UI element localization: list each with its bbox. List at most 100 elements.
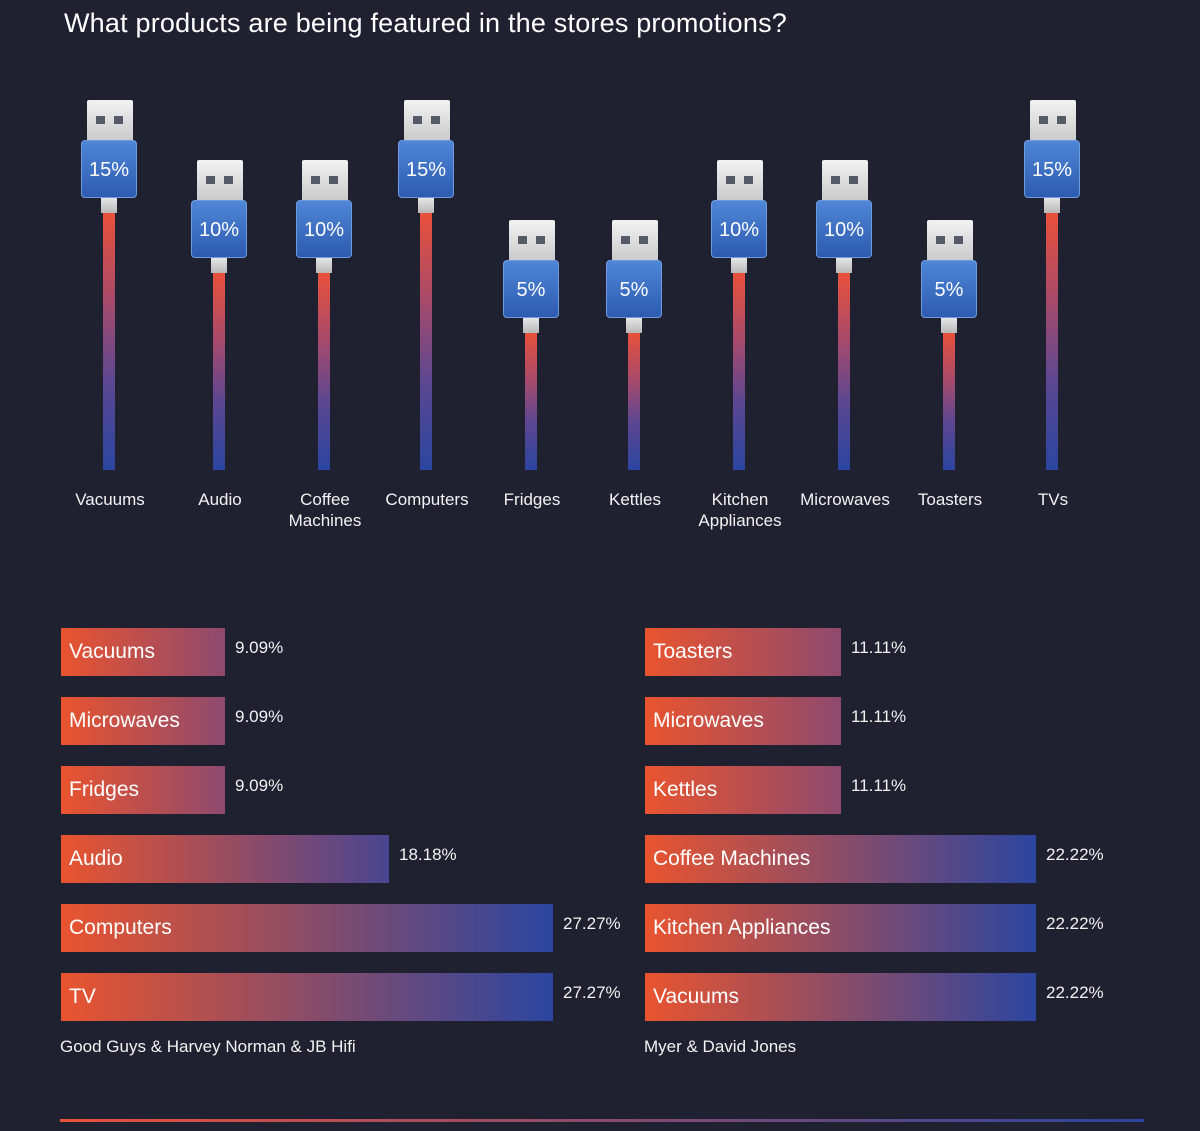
usb-cable	[103, 213, 115, 470]
bar: TV	[61, 973, 553, 1021]
category-label: Audio	[198, 490, 242, 509]
usb-plug-hole	[224, 176, 233, 184]
usb-plug-hole	[621, 236, 630, 244]
usb-value-label: 5%	[503, 260, 559, 318]
bar: Kettles	[645, 766, 841, 814]
usb-plug-hole	[96, 116, 105, 124]
usb-cable	[943, 333, 955, 470]
page-title: What products are being featured in the …	[64, 8, 787, 38]
usb-plug-hole	[936, 236, 945, 244]
category-label: Vacuums	[75, 490, 145, 509]
bar: Toasters	[645, 628, 841, 676]
bar: Vacuums	[61, 628, 225, 676]
usb-plug-hole	[329, 176, 338, 184]
usb-plug	[717, 160, 763, 202]
usb-neck	[523, 318, 539, 333]
usb-plug-hole	[518, 236, 527, 244]
bar: Fridges	[61, 766, 225, 814]
bar-value-label: 11.11%	[851, 638, 907, 657]
bar-value-label: 22.22%	[1046, 845, 1104, 864]
bar: Vacuums	[645, 973, 1036, 1021]
usb-cable	[1046, 213, 1058, 470]
usb-value-label: 15%	[398, 140, 454, 198]
bar-value-label: 27.27%	[563, 914, 621, 933]
category-label: Kitchen Appliances	[698, 490, 782, 530]
usb-value-label: 10%	[191, 200, 247, 258]
usb-plug-hole	[206, 176, 215, 184]
bar: Coffee Machines	[645, 835, 1036, 883]
usb-plug-hole	[1057, 116, 1066, 124]
usb-cable	[420, 213, 432, 470]
bar: Audio	[61, 835, 389, 883]
category-label: Coffee Machines	[288, 490, 362, 530]
footer-divider	[60, 1119, 1144, 1122]
usb-plug-hole	[431, 116, 440, 124]
category-label: TVs	[1037, 490, 1069, 509]
category-label: Toasters	[917, 490, 983, 509]
usb-plug-hole	[849, 176, 858, 184]
usb-value-label: 5%	[921, 260, 977, 318]
usb-plug	[197, 160, 243, 202]
category-label: Fridges	[503, 490, 561, 509]
usb-neck	[836, 258, 852, 273]
bar-value-label: 18.18%	[399, 845, 457, 864]
bar: Microwaves	[61, 697, 225, 745]
usb-neck	[101, 198, 117, 213]
usb-plug-hole	[639, 236, 648, 244]
usb-neck	[626, 318, 642, 333]
bar-value-label: 9.09%	[235, 707, 284, 726]
bar: Computers	[61, 904, 553, 952]
usb-plug-hole	[744, 176, 753, 184]
usb-plug-hole	[114, 116, 123, 124]
category-label: Computers	[385, 490, 469, 509]
usb-value-label: 15%	[1024, 140, 1080, 198]
usb-cable	[213, 273, 225, 470]
usb-neck	[211, 258, 227, 273]
usb-plug-hole	[726, 176, 735, 184]
usb-cable	[525, 333, 537, 470]
usb-value-label: 15%	[81, 140, 137, 198]
usb-cable	[628, 333, 640, 470]
usb-cable	[733, 273, 745, 470]
usb-neck	[1044, 198, 1060, 213]
bar-value-label: 9.09%	[235, 776, 284, 795]
bar: Microwaves	[645, 697, 841, 745]
usb-plug	[612, 220, 658, 262]
usb-plug-hole	[413, 116, 422, 124]
usb-value-label: 10%	[711, 200, 767, 258]
usb-plug	[822, 160, 868, 202]
usb-plug-hole	[954, 236, 963, 244]
usb-neck	[316, 258, 332, 273]
bar: Kitchen Appliances	[645, 904, 1036, 952]
bar-value-label: 11.11%	[851, 776, 907, 795]
usb-plug-hole	[831, 176, 840, 184]
bar-value-label: 27.27%	[563, 983, 621, 1002]
good-guys-bar-chart: Vacuums 9.09% Microwaves 9.09% Fridges 9.09% A…	[60, 628, 631, 1068]
category-label: Kettles	[609, 490, 661, 509]
usb-plug	[302, 160, 348, 202]
category-label: Microwaves	[800, 490, 890, 509]
usb-value-label: 5%	[606, 260, 662, 318]
bar-value-label: 11.11%	[851, 707, 907, 726]
store-group-label: Myer & David Jones	[644, 1037, 797, 1056]
bar-value-label: 22.22%	[1046, 983, 1104, 1002]
usb-neck	[418, 198, 434, 213]
usb-plug	[509, 220, 555, 262]
usb-neck	[941, 318, 957, 333]
usb-plug	[404, 100, 450, 142]
bar-value-label: 9.09%	[235, 638, 284, 657]
bar-value-label: 22.22%	[1046, 914, 1104, 933]
usb-cable	[838, 273, 850, 470]
usb-plug-hole	[536, 236, 545, 244]
usb-plug	[1030, 100, 1076, 142]
usb-plug-hole	[1039, 116, 1048, 124]
usb-cable	[318, 273, 330, 470]
store-group-label: Good Guys & Harvey Norman & JB Hifi	[60, 1037, 356, 1056]
usb-value-label: 10%	[296, 200, 352, 258]
usb-bar-chart: 15% Vacuums 10% Audio 10% Coffee Machines 15% Co…	[0, 60, 1200, 560]
usb-plug-hole	[311, 176, 320, 184]
usb-value-label: 10%	[816, 200, 872, 258]
usb-plug	[87, 100, 133, 142]
usb-plug	[927, 220, 973, 262]
myer-bar-chart: Toasters 11.11% Microwaves 11.11% Kettles 11.…	[644, 628, 1125, 1068]
